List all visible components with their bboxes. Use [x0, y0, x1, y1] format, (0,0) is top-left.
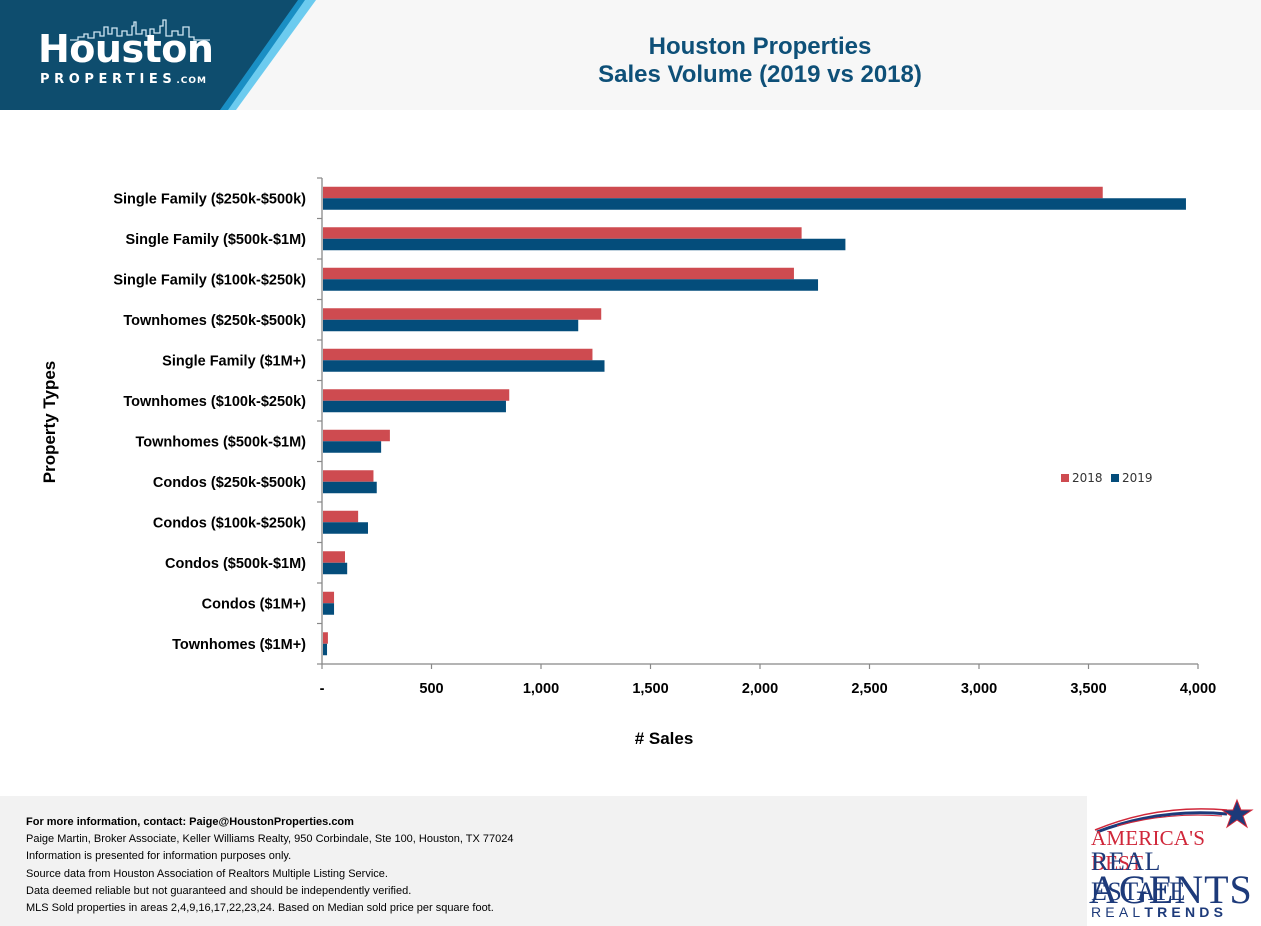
- bar-2019: [323, 441, 382, 453]
- bar-2019: [323, 279, 819, 291]
- bar-2019: [323, 643, 328, 656]
- bar-2018: [323, 267, 794, 280]
- footer-line: MLS Sold properties in areas 2,4,9,16,17…: [26, 902, 494, 915]
- americas-best-badge: AMERICA'S BEST REAL ESTATE AGENTS REALTR…: [1087, 796, 1261, 926]
- badge-trends: TRENDS: [1144, 904, 1228, 920]
- header-band: Houston PROPERTIES.COM Houston Propertie…: [0, 0, 1261, 110]
- x-axis-title: # Sales: [635, 729, 694, 748]
- legend-swatch-2018: [1061, 474, 1069, 482]
- category-label: Townhomes ($100k-$250k): [123, 394, 306, 410]
- footer-line: Information is presented for information…: [26, 850, 292, 863]
- category-label: Townhomes ($500k-$1M): [135, 434, 306, 450]
- bar-2019: [323, 522, 368, 534]
- category-label: Single Family ($1M+): [162, 353, 306, 369]
- bar-2019: [323, 360, 605, 372]
- badge-line-1: AMERICA'S BEST: [1091, 826, 1206, 875]
- category-label: Condos ($500k-$1M): [165, 556, 306, 572]
- bar-2018: [323, 632, 328, 644]
- bar-2018: [323, 186, 1103, 199]
- footer-contact: For more information, contact: Paige@Hou…: [26, 816, 354, 828]
- logo-suffix: .COM: [176, 76, 208, 86]
- bar-2018: [323, 551, 345, 563]
- footer-disclaimer: For more information, contact: Paige@Hou…: [0, 796, 1087, 926]
- bar-2018: [323, 510, 359, 523]
- legend-label-2019: 2019: [1122, 471, 1153, 485]
- bar-2019: [323, 198, 1186, 210]
- bar-2018: [323, 348, 593, 361]
- badge-line-2: REAL ESTATE: [1091, 847, 1186, 906]
- bar-2018: [323, 227, 802, 239]
- bar-2019: [323, 400, 506, 413]
- badge-line-4: REALTRENDS: [1091, 904, 1227, 920]
- x-tick-label: 2,000: [742, 681, 778, 697]
- category-label: Single Family ($250k-$500k): [113, 191, 306, 207]
- x-tick-label: 3,500: [1070, 681, 1106, 697]
- x-tick-label: -: [320, 681, 325, 697]
- chart-bars: [323, 186, 1186, 656]
- x-tick-label: 500: [419, 681, 443, 697]
- logo-subtitle: PROPERTIES.COM: [40, 72, 207, 87]
- skyline-icon: [70, 19, 210, 41]
- bar-2019: [323, 603, 335, 615]
- x-tick-label: 4,000: [1180, 681, 1216, 697]
- footer-line: Source data from Houston Association of …: [26, 867, 388, 880]
- bar-2018: [323, 470, 374, 482]
- title-line-2: Sales Volume (2019 vs 2018): [598, 61, 922, 88]
- category-label: Townhomes ($250k-$500k): [123, 313, 306, 329]
- x-tick-labels: - 500 1,000 1,500 2,000 2,500 3,000 3,500 4,000: [320, 681, 1217, 697]
- x-tick-label: 2,500: [851, 681, 887, 697]
- badge-line-3: AGENTS: [1089, 867, 1253, 912]
- bar-2018: [323, 591, 335, 604]
- category-labels: Single Family ($250k-$500k) Single Family…: [113, 191, 306, 653]
- page-title: Houston Properties Sales Volume (2019 vs…: [460, 33, 1060, 89]
- star-swoosh-icon: [1094, 798, 1254, 834]
- chart-legend: 2018 2019: [1061, 471, 1153, 485]
- x-tick-label: 1,500: [632, 681, 668, 697]
- category-label: Condos ($1M+): [202, 596, 306, 612]
- legend-swatch-2019: [1111, 474, 1119, 482]
- bar-2018: [323, 429, 390, 442]
- legend-label-2018: 2018: [1072, 471, 1103, 485]
- category-label: Single Family ($500k-$1M): [125, 232, 306, 248]
- y-axis-title: Property Types: [40, 361, 59, 484]
- logo-wordmark: Houston: [38, 27, 214, 71]
- category-label: Single Family ($100k-$250k): [113, 272, 306, 288]
- category-label: Condos ($100k-$250k): [153, 515, 306, 531]
- bar-2019: [323, 481, 377, 494]
- title-line-1: Houston Properties: [648, 33, 872, 60]
- sales-volume-bar-chart: Single Family ($250k-$500k) Single Family…: [40, 177, 1217, 748]
- logo-sub-text: PROPERTIES: [40, 72, 177, 87]
- badge-real: REAL: [1091, 904, 1145, 920]
- x-tick-label: 3,000: [961, 681, 997, 697]
- footer-line: Paige Martin, Broker Associate, Keller W…: [26, 833, 514, 846]
- footer-line: Data deemed reliable but not guaranteed …: [26, 884, 412, 897]
- bar-2019: [323, 319, 579, 332]
- category-label: Condos ($250k-$500k): [153, 475, 306, 491]
- chart-axes: [317, 177, 1199, 669]
- bar-2019: [323, 238, 846, 251]
- bar-2019: [323, 562, 348, 575]
- category-label: Townhomes ($1M+): [172, 637, 306, 653]
- logo-background: [0, 0, 316, 110]
- bar-2018: [323, 308, 602, 320]
- bar-2018: [323, 389, 510, 401]
- x-tick-label: 1,000: [523, 681, 559, 697]
